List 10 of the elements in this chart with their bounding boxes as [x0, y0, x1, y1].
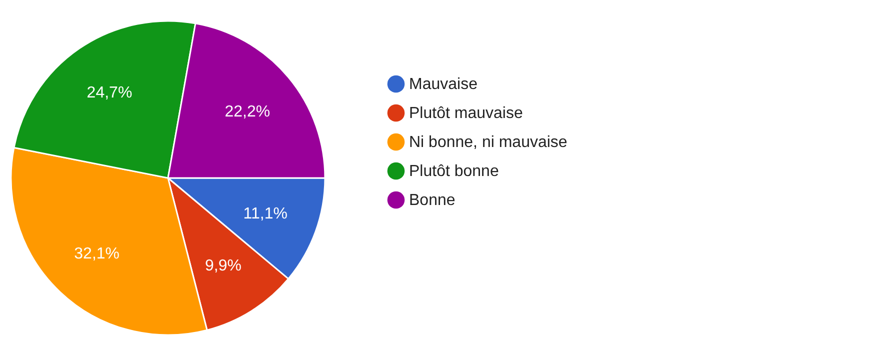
- legend-label: Plutôt bonne: [409, 163, 499, 180]
- legend-label: Ni bonne, ni mauvaise: [409, 134, 568, 151]
- legend-label: Plutôt mauvaise: [409, 105, 523, 122]
- data-label: 32,1%: [74, 245, 120, 262]
- data-label: 11,1%: [243, 205, 288, 222]
- legend-label: Mauvaise: [409, 76, 478, 93]
- data-label: 22,2%: [224, 103, 270, 120]
- data-label: 24,7%: [86, 84, 132, 102]
- legend-label: Bonne: [409, 192, 456, 209]
- data-label: 9,9%: [205, 258, 242, 275]
